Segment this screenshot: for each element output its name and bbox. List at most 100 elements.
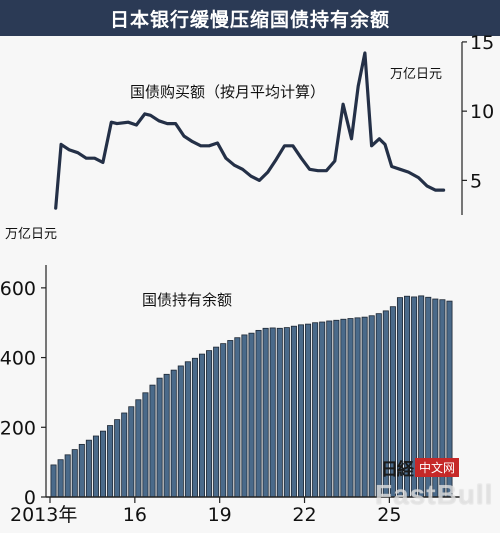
bar [78,443,85,498]
line-point [317,169,319,172]
line-point [442,189,445,191]
line-point [93,157,96,160]
bar-unit-label: 万亿日元 [5,227,57,242]
bar [241,334,248,498]
line-point [350,138,353,140]
line-point [166,122,169,125]
line-point [149,114,152,117]
line-point [364,52,366,54]
bar [340,318,347,498]
line-point [174,122,177,125]
bar-x-tick-label: 22 [292,504,316,526]
bar [333,319,340,498]
line-y-tick-label: 5 [470,170,482,192]
line-point [370,144,373,147]
line-point [116,122,118,125]
bar [50,464,57,498]
line-point [216,142,219,144]
bar [177,365,184,498]
line-point [127,121,129,124]
bar [92,435,99,498]
bar [347,318,354,498]
line-point [378,138,381,140]
bar [283,327,290,498]
line-point [407,171,410,173]
line-point [102,161,104,164]
watermark-logo: 日経 [381,460,414,480]
bar [354,317,361,498]
line-point [250,175,252,178]
line-point [417,176,420,179]
line-point [54,207,57,209]
line-point [158,120,160,122]
line-point [333,160,336,162]
bar [319,321,326,498]
bar [312,322,319,498]
line-point [426,185,428,187]
bar [361,316,368,498]
line-point [225,157,227,160]
bar [326,320,333,498]
line-point [292,144,294,147]
bar [297,324,305,498]
line-point [283,144,286,147]
line-point [135,124,138,126]
line-point [342,103,344,106]
line-point [110,121,113,124]
bar [100,430,107,498]
line-point [85,157,87,160]
bar [234,337,241,498]
bar [262,327,269,498]
bar [156,377,163,498]
bar [368,315,375,498]
bar [71,449,78,498]
line-point [390,165,393,168]
line-point [399,168,401,171]
line-point [199,144,202,147]
line-point [191,140,194,143]
line-y-tick-label: 15 [470,32,494,54]
bar [184,361,191,498]
bar [170,369,177,498]
bar [114,419,121,498]
line-point [233,164,236,166]
line-point [60,143,62,146]
chart-title: 日本银行缓慢压缩国债持有余额 [109,8,390,31]
bar-y-tick-label: 200 [0,417,36,439]
bar [163,373,170,498]
bar-y-tick-label: 0 [24,487,36,509]
line-point [308,168,311,171]
bar-y-tick-label: 400 [0,348,36,370]
line-point [68,149,71,151]
line-point [357,85,360,88]
line-point [258,179,261,182]
line-point [300,157,303,160]
bar [305,323,312,498]
watermark: 日経 中文网 FastBull [375,455,500,533]
bar [213,346,220,498]
line-point [384,143,386,146]
bar [85,439,92,498]
bar [276,327,283,498]
line-point [77,151,79,154]
bar [121,412,128,498]
bar [248,332,255,498]
line-point [325,169,328,172]
watermark-badge: 日経 中文网 [381,455,460,480]
bar [149,384,156,498]
bar [269,327,276,498]
line-point [266,171,269,173]
bar [227,340,234,498]
line-point [144,113,146,115]
bar [198,353,206,498]
line-unit-label: 万亿日元 [390,67,442,82]
watermark-brand: FastBull [375,479,494,510]
bar-x-tick-label: 19 [208,504,232,526]
line-y-tick-label: 10 [470,101,494,123]
bar [206,350,213,498]
bar [142,392,149,498]
line-point [275,158,277,161]
bar [290,325,297,498]
bar-x-tick-label: 2013年 [10,504,77,526]
